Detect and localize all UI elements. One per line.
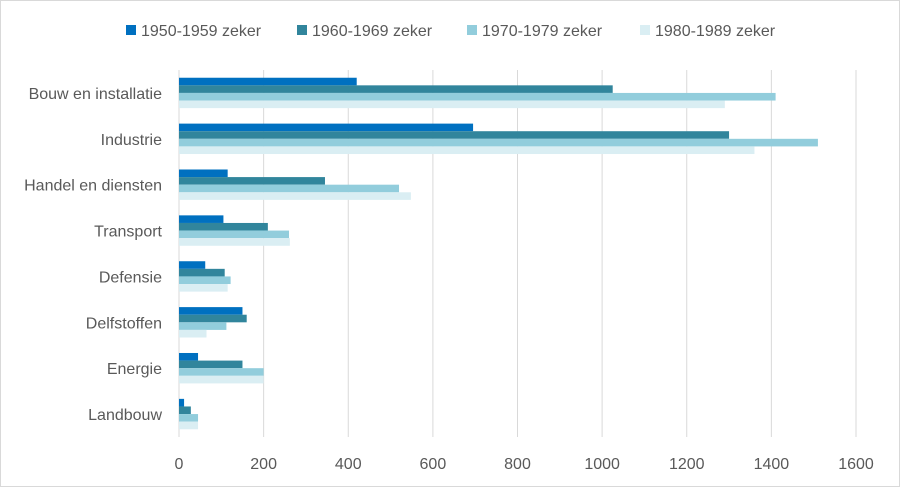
legend-swatch: [640, 25, 650, 35]
bar-7-series-4: [179, 375, 264, 384]
category-label: Bouw en installatie: [29, 86, 163, 103]
bar-8-series-1: [179, 398, 185, 407]
bar-4-series-1: [179, 215, 224, 223]
x-tick-label: 1200: [669, 456, 705, 473]
x-tick-label: 600: [420, 456, 447, 473]
bar-8-series-4: [179, 421, 199, 430]
bar-5-series-2: [179, 268, 225, 277]
legend-swatch: [467, 25, 477, 35]
bar-2-series-3: [179, 138, 818, 147]
bar-4-series-4: [179, 238, 290, 246]
bar-8-series-3: [179, 414, 199, 422]
bar-1-series-4: [179, 100, 725, 109]
bar-2-series-4: [179, 146, 755, 155]
legend: 1950-1959 zeker 1960-1969 zeker 1970-1979 …: [126, 23, 776, 40]
bar-3-series-3: [179, 184, 400, 193]
x-axis-tick-labels: 0 200 400 600 800 1000 1200 1400 1600: [175, 456, 874, 473]
bar-4-series-2: [179, 222, 268, 231]
bar-3-series-2: [179, 177, 325, 185]
bar-4-series-3: [179, 230, 290, 239]
category-label: Defensie: [99, 269, 162, 286]
x-tick-label: 800: [504, 456, 531, 473]
category-label: Delfstoffen: [86, 315, 162, 332]
x-tick-label: 1600: [838, 456, 874, 473]
category-label: Handel en diensten: [24, 178, 162, 195]
bar-5-series-3: [179, 276, 231, 285]
bar-6-series-3: [179, 322, 227, 330]
category-label: Landbouw: [88, 407, 162, 424]
x-tick-label: 200: [250, 456, 277, 473]
bar-1-series-1: [179, 77, 357, 86]
bar-6-series-4: [179, 329, 207, 338]
category-label: Energie: [107, 361, 162, 378]
bar-7-series-2: [179, 360, 243, 369]
category-label: Transport: [94, 224, 162, 241]
x-tick-label: 400: [335, 456, 362, 473]
category-label: Industrie: [101, 132, 162, 149]
bar-2-series-2: [179, 131, 730, 139]
bar-1-series-3: [179, 92, 776, 101]
bar-5-series-4: [179, 284, 228, 292]
legend-label: 1950-1959 zeker: [141, 23, 262, 40]
bar-7-series-1: [179, 352, 199, 361]
legend-swatch: [126, 25, 136, 35]
legend-swatch: [297, 25, 307, 35]
bar-7-series-3: [179, 368, 264, 376]
x-tick-label: 1000: [584, 456, 620, 473]
legend-label: 1980-1989 zeker: [655, 23, 776, 40]
legend-label: 1960-1969 zeker: [312, 23, 433, 40]
bar-6-series-1: [179, 307, 243, 315]
x-tick-label: 1400: [754, 456, 790, 473]
bar-1-series-2: [179, 85, 613, 93]
bar-2-series-1: [179, 123, 474, 132]
x-tick-label: 0: [175, 456, 184, 473]
bar-5-series-1: [179, 261, 206, 269]
legend-label: 1970-1979 zeker: [482, 23, 603, 40]
bars: [179, 77, 818, 430]
bar-3-series-4: [179, 192, 411, 200]
category-labels: Bouw en installatie Industrie Handel en di…: [24, 86, 162, 424]
bar-8-series-2: [179, 406, 191, 415]
bar-3-series-1: [179, 169, 228, 178]
bar-6-series-2: [179, 314, 247, 323]
